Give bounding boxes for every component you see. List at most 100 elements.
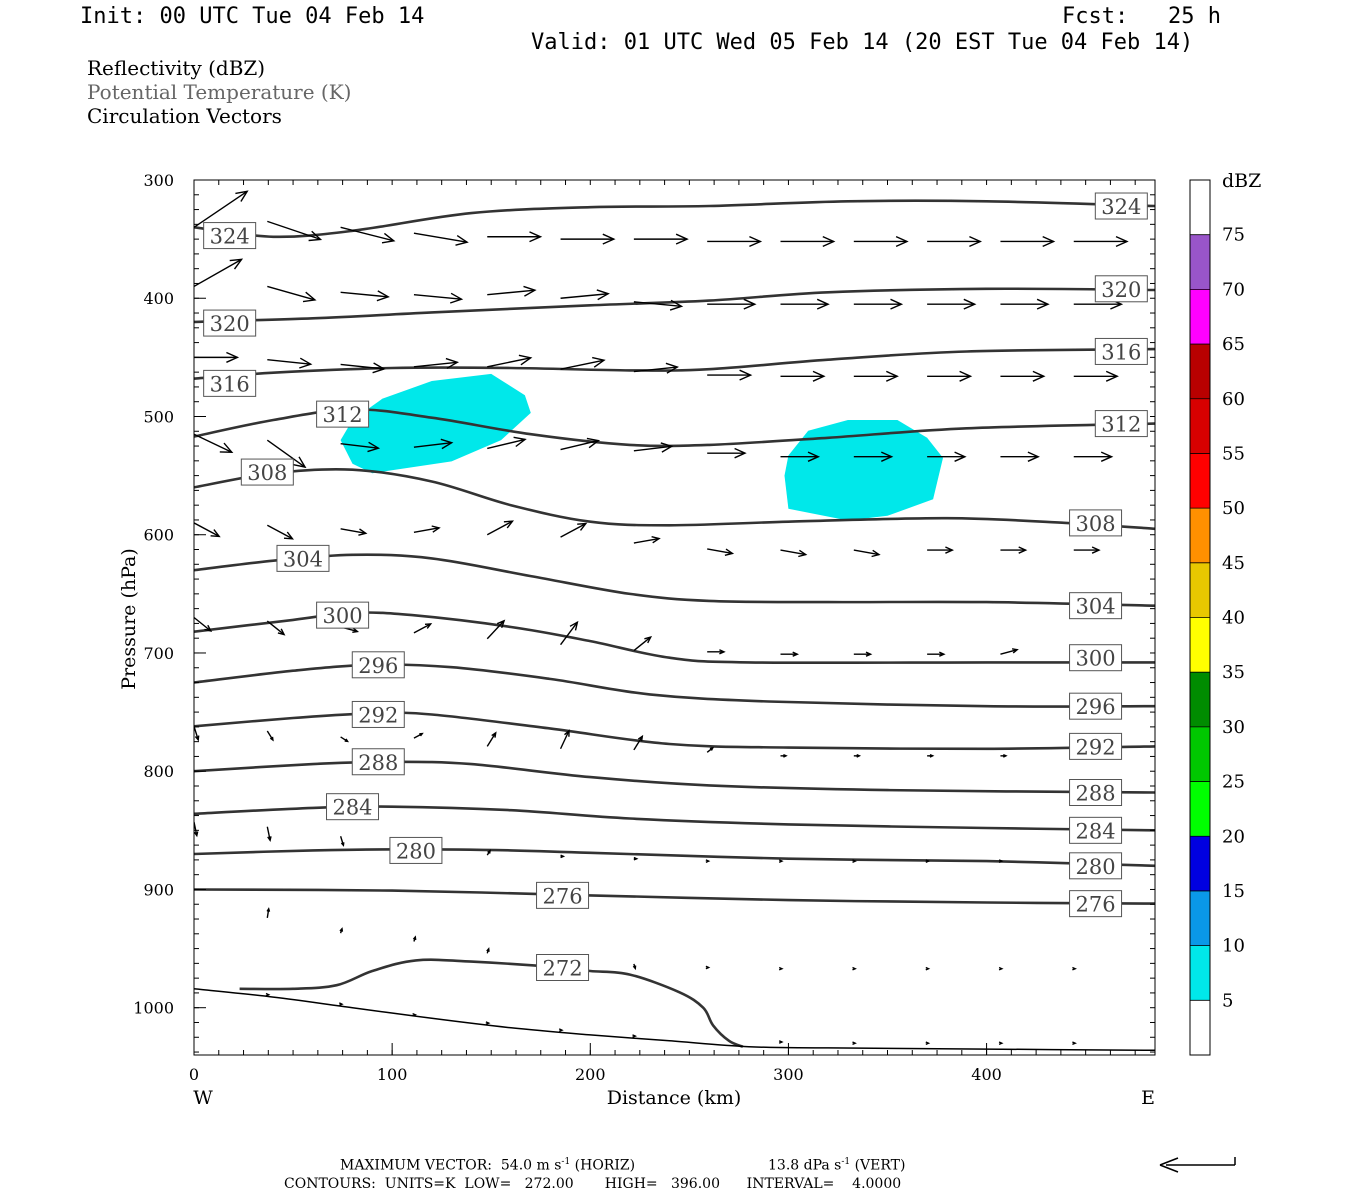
contour-label-text: 312: [1101, 413, 1141, 437]
circulation-vector: [853, 370, 899, 382]
circulation-vector: [266, 439, 307, 469]
colorbar-segment: [1190, 234, 1210, 290]
contour-label-text: 280: [396, 839, 436, 863]
circulation-vector: [487, 436, 527, 450]
contour-label-308: 308: [1069, 509, 1123, 537]
circulation-vector: [853, 235, 909, 248]
circulation-vector: [266, 826, 272, 842]
circulation-vector: [705, 859, 711, 863]
theta-contour-288: [194, 760, 1155, 794]
contour-label-308: 308: [240, 458, 294, 486]
contour-label-280: 280: [389, 836, 443, 864]
colorbar-segment: [1190, 508, 1210, 563]
circulation-vector: [413, 438, 454, 450]
circulation-vector: [1000, 235, 1056, 248]
x-tick-label: 0: [189, 1065, 199, 1084]
circulation-vector: [560, 620, 579, 646]
contour-label-316: 316: [203, 369, 257, 397]
y-tick-label: 900: [143, 880, 174, 899]
contour-label-text: 276: [543, 884, 583, 908]
field-theta: Potential Temperature (K): [87, 80, 352, 104]
circulation-vector: [194, 821, 199, 838]
contour-label-text: 308: [247, 461, 287, 485]
colorbar-segment: [1190, 453, 1210, 509]
colorbar-segment: [1190, 890, 1210, 946]
contour-label-296: 296: [351, 651, 405, 679]
circulation-vector: [487, 354, 533, 368]
colorbar-label: 40: [1222, 608, 1245, 629]
circulation-vector: [633, 442, 674, 453]
colorbar-segment: [1190, 289, 1210, 345]
colorbar-label: 20: [1222, 826, 1245, 847]
circulation-vector: [1073, 235, 1129, 248]
contour-label-text: 304: [283, 547, 323, 571]
circulation-vector: [853, 298, 904, 310]
circulation-vector: [780, 549, 808, 558]
contour-label-300: 300: [316, 601, 370, 629]
colorbar-label: 5: [1222, 990, 1233, 1011]
circulation-vector: [633, 734, 644, 751]
circulation-vector: [853, 753, 862, 758]
circulation-vector: [1000, 546, 1028, 554]
circulation-vector: [925, 966, 931, 971]
circulation-vector: [558, 1028, 564, 1033]
x-tick-label: 300: [773, 1065, 804, 1084]
theta-contour-304: [194, 553, 1155, 607]
colorbar-segment: [1190, 726, 1210, 782]
contour-label-text: 284: [332, 796, 372, 820]
circulation-vector: [339, 836, 345, 847]
east-label: E: [1141, 1087, 1155, 1109]
circulation-vector: [267, 220, 323, 242]
contour-label-304: 304: [276, 544, 330, 572]
contour-label-text: 308: [1076, 512, 1116, 536]
contour-label-284: 284: [326, 793, 380, 821]
circulation-vector: [413, 232, 469, 246]
contour-label-text: 320: [210, 312, 250, 336]
circulation-vector: [194, 433, 234, 453]
circulation-vector: [780, 235, 836, 248]
theta-contour-292: [194, 711, 1155, 751]
colorbar-label: 55: [1222, 443, 1245, 464]
circulation-vector: [340, 528, 368, 536]
plot-frame: [193, 179, 1156, 1056]
circulation-vector: [560, 233, 616, 245]
circulation-vector: [853, 451, 894, 462]
contour-label-text: 304: [1076, 595, 1116, 619]
contour-label-text: 292: [358, 703, 398, 727]
colorbar-label: 70: [1222, 279, 1245, 300]
reflectivity-region-2: [784, 420, 943, 521]
colorbar-segment: [1190, 672, 1210, 727]
contour-label-text: 324: [210, 225, 250, 249]
circulation-vector: [707, 447, 747, 459]
contour-label-304: 304: [1069, 592, 1123, 620]
contour-label-312: 312: [1094, 410, 1148, 438]
circulation-vector: [339, 927, 344, 934]
footer-max-vert: 13.8 dPa s-1 (VERT): [768, 1157, 906, 1174]
circulation-vector: [194, 726, 200, 742]
circulation-vector: [194, 190, 249, 228]
contour-label-276: 276: [1069, 890, 1123, 918]
contour-label-284: 284: [1069, 816, 1123, 844]
contour-label-288: 288: [1069, 779, 1123, 806]
circulation-vector: [925, 859, 931, 863]
circulation-vector: [927, 651, 946, 657]
contour-label-320: 320: [203, 309, 257, 337]
colorbar-segment: [1190, 836, 1210, 891]
circulation-vector: [706, 746, 715, 753]
circulation-vector: [412, 935, 417, 942]
colorbar-label: 35: [1222, 662, 1245, 683]
footer-contours: CONTOURS: UNITS=K LOW= 272.00 HIGH= 396.…: [284, 1176, 902, 1192]
circulation-vector: [1073, 370, 1119, 382]
contour-label-300: 300: [1069, 644, 1123, 672]
circulation-vector: [340, 290, 390, 302]
colorbar-label: 10: [1222, 936, 1245, 957]
circulation-vector: [707, 369, 753, 381]
y-axis-label: Pressure (hPa): [118, 548, 140, 690]
contour-label-text: 324: [1101, 195, 1141, 219]
circulation-vector: [927, 370, 973, 382]
circulation-vector: [560, 356, 606, 370]
contour-label-text: 288: [1076, 782, 1116, 806]
colorbar-segment: [1190, 562, 1210, 618]
colorbar-segment: [1190, 945, 1210, 1001]
x-axis-label: Distance (km): [607, 1087, 742, 1109]
